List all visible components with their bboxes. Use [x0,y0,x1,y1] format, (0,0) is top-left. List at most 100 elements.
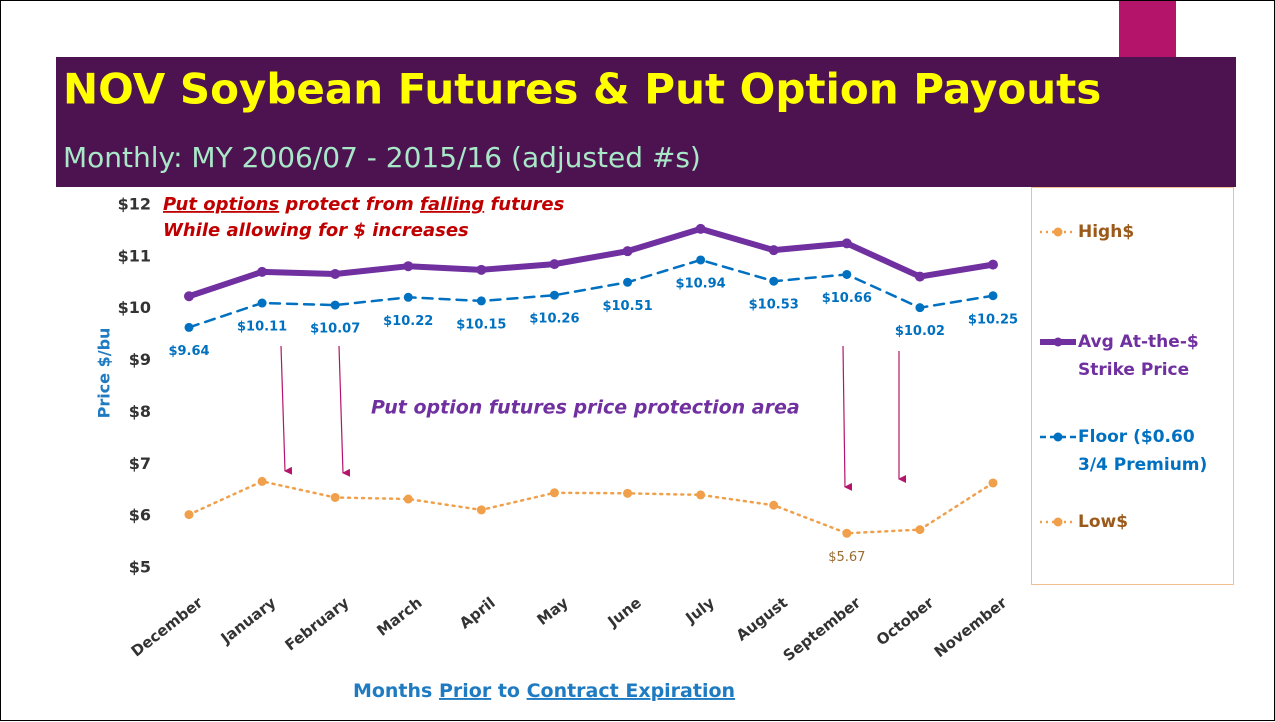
y-tick-label: $10 [118,298,151,317]
data-point [768,245,779,256]
data-point [403,261,414,272]
annotation: Put option futures price protection area [371,397,800,419]
data-point [476,264,487,275]
text-segment: Months [353,680,439,702]
x-tick-label: January [217,593,280,648]
data-point [330,492,340,502]
legend-swatch [1040,517,1076,527]
data-label: $9.64 [168,344,209,359]
arrows [280,345,906,491]
data-label: $10.94 [676,276,726,291]
data-point [622,246,633,257]
data-point [184,510,194,520]
chart-title: NOV Soybean Futures & Put Option Payouts [63,65,1101,114]
x-tick-label: December [128,593,207,660]
legend-swatch [1040,227,1076,237]
data-point [696,490,706,500]
data-label: $5.67 [828,550,865,565]
data-point [696,255,706,265]
y-tick-label: $8 [129,402,151,421]
arrow [842,345,853,491]
text-segment: futures [484,194,564,215]
data-point [623,277,633,287]
text-segment: Contract Expiration [527,680,735,702]
data-point [623,488,633,498]
x-tick-label: February [281,593,352,654]
series-line [186,225,996,300]
data-label: $10.11 [237,320,287,335]
accent-block [1119,1,1176,61]
legend-swatch [1040,337,1076,347]
arrow [280,345,293,475]
x-tick-label: September [780,593,865,665]
data-label: $10.26 [529,312,579,327]
data-point [915,303,925,313]
text-segment: Prior [439,680,492,702]
data-point [695,223,706,234]
data-point [769,500,779,510]
title-band [56,57,1236,187]
legend-marker [1053,432,1063,442]
x-tick-label: March [373,594,425,640]
legend-item: Avg At-the-$ Strike Price [1038,328,1234,384]
x-tick-label: April [456,594,499,633]
legend-item: High$ [1038,218,1234,246]
legend-marker [1053,517,1063,527]
data-label: $10.02 [895,324,945,339]
data-point [915,525,925,535]
data-point [549,290,559,300]
data-label: $10.53 [749,298,799,313]
data-label: $10.15 [456,317,506,332]
data-point [257,266,268,277]
data-label: $10.25 [968,312,1018,327]
annotation: Put options protect from falling futures [163,194,565,215]
text-segment: Put options [163,194,279,215]
data-point [841,238,852,249]
data-point [257,298,267,308]
legend-marker [1053,337,1063,347]
legend: High$ Avg At-the-$ Strike Price Floor ($0.… [1031,187,1234,585]
x-tick-label: November [931,593,1011,661]
data-label: $10.22 [383,314,433,329]
legend-item: Floor ($0.60 3/4 Premium) [1038,423,1234,479]
arrow [338,345,351,477]
x-tick-label: May [534,593,572,628]
x-tick-label: June [604,594,645,632]
text-segment: protect from [279,194,420,215]
legend-label: Floor ($0.60 3/4 Premium) [1078,427,1208,475]
data-label: $10.07 [310,322,360,337]
data-point [988,259,998,270]
data-point [257,476,267,486]
data-point [476,296,486,306]
y-tick-label: $6 [129,506,151,525]
x-tick-label: July [681,593,718,627]
data-point [184,322,194,332]
y-axis-label: Price $/bu [95,328,114,419]
data-point [769,276,779,286]
legend-swatch [1040,432,1076,442]
y-tick-label: $7 [129,454,151,473]
legend-label: High$ [1078,222,1135,242]
data-point [988,478,998,488]
data-point [549,488,559,498]
y-tick-label: $9 [129,350,151,369]
text-segment: falling [420,194,484,215]
x-tick-label: October [873,593,938,649]
legend-marker [1053,227,1063,237]
data-point [842,528,852,538]
data-point [988,291,998,301]
series-line [187,480,995,535]
data-label: $10.66 [822,291,872,306]
series-line [187,258,995,329]
annotation: While allowing for $ increases [163,220,469,241]
y-tick-label: $12 [118,195,151,214]
y-tick-label: $11 [118,246,151,265]
x-axis-label: Months Prior to Contract Expiration [353,680,735,702]
data-point [549,259,560,270]
data-point [330,300,340,310]
data-point [403,494,413,504]
y-tick-label: $5 [129,558,151,577]
legend-label: Low$ [1078,512,1129,532]
text-segment: to [491,680,526,702]
